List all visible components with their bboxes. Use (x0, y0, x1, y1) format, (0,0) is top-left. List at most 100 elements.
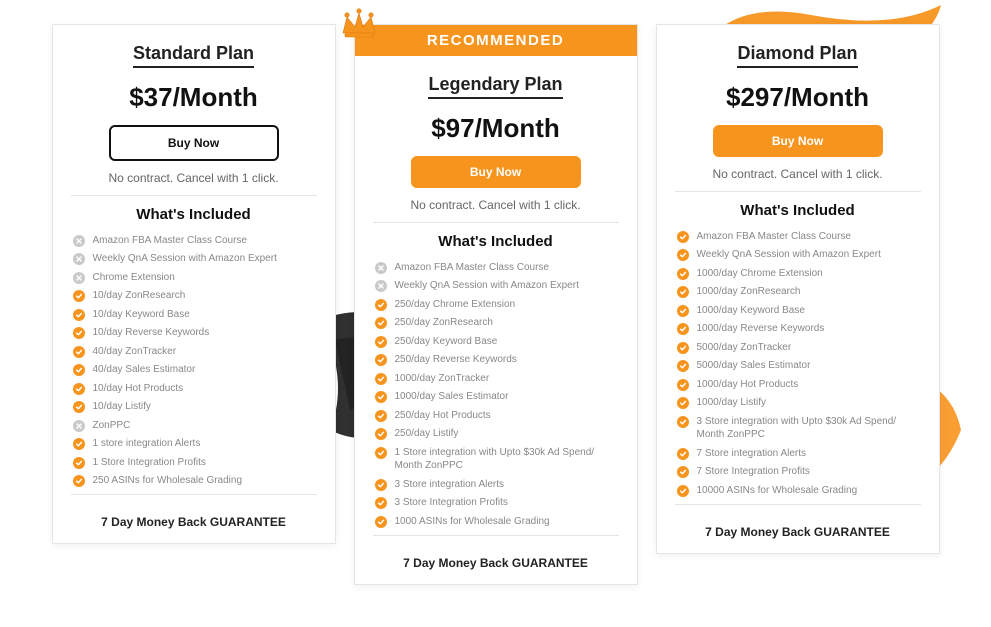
feature-text: 1 Store Integration Profits (93, 456, 206, 470)
divider (71, 494, 317, 495)
check-circle-icon (677, 485, 689, 497)
feature-text: 10/day Reverse Keywords (93, 326, 210, 340)
feature-row: 250/day Hot Products (375, 406, 617, 425)
feature-text: 3 Store integration with Upto $30k Ad Sp… (697, 415, 919, 442)
pricing-card: RECOMMENDEDLegendary Plan$97/MonthBuy No… (354, 24, 638, 585)
plan-price: $297/Month (675, 82, 921, 113)
feature-text: 5000/day Sales Estimator (697, 359, 811, 373)
feature-row: 250/day Listify (375, 425, 617, 444)
crown-icon (337, 3, 381, 47)
plan-title: Diamond Plan (737, 43, 857, 68)
x-circle-icon (375, 280, 387, 292)
feature-text: 10/day Keyword Base (93, 308, 190, 322)
feature-row: 250/day Keyword Base (375, 332, 617, 351)
feature-row: 1 Store Integration Profits (73, 453, 315, 472)
feature-text: 1000/day Listify (697, 396, 767, 410)
check-circle-icon (73, 401, 85, 413)
check-circle-icon (73, 475, 85, 487)
feature-row: 10000 ASINs for Wholesale Grading (677, 481, 919, 500)
check-circle-icon (677, 416, 689, 428)
feature-text: 1000/day ZonResearch (697, 285, 801, 299)
feature-text: 5000/day ZonTracker (697, 341, 792, 355)
feature-text: 7 Store integration Alerts (697, 447, 807, 461)
check-circle-icon (677, 397, 689, 409)
feature-row: 1000/day ZonResearch (677, 283, 919, 302)
included-heading: What's Included (657, 202, 939, 219)
feature-row: 1000/day Keyword Base (677, 301, 919, 320)
feature-text: 250/day Hot Products (395, 409, 491, 423)
divider (675, 191, 921, 192)
guarantee-text: 7 Day Money Back GUARANTEE (657, 515, 939, 539)
check-circle-icon (73, 327, 85, 339)
included-heading: What's Included (53, 206, 335, 223)
feature-row: 7 Store integration Alerts (677, 444, 919, 463)
feature-text: 1000 ASINs for Wholesale Grading (395, 515, 550, 529)
check-circle-icon (73, 364, 85, 376)
feature-row: 7 Store Integration Profits (677, 463, 919, 482)
check-circle-icon (73, 438, 85, 450)
feature-row: 250 ASINs for Wholesale Grading (73, 472, 315, 491)
feature-row: 250/day ZonResearch (375, 314, 617, 333)
feature-text: 1 Store integration with Upto $30k Ad Sp… (395, 446, 617, 473)
feature-row: 10/day Keyword Base (73, 305, 315, 324)
divider (71, 195, 317, 196)
plan-title: Standard Plan (133, 43, 254, 68)
check-circle-icon (677, 323, 689, 335)
check-circle-icon (73, 383, 85, 395)
pricing-card: Standard Plan$37/MonthBuy NowNo contract… (52, 24, 336, 544)
cancel-note: No contract. Cancel with 1 click. (373, 198, 619, 212)
check-circle-icon (375, 373, 387, 385)
feature-row: Amazon FBA Master Class Course (375, 258, 617, 277)
feature-text: ZonPPC (93, 419, 131, 433)
buy-now-button[interactable]: Buy Now (109, 125, 279, 161)
feature-text: 250/day ZonResearch (395, 316, 493, 330)
cancel-note: No contract. Cancel with 1 click. (71, 171, 317, 185)
feature-row: Weekly QnA Session with Amazon Expert (677, 246, 919, 265)
feature-row: Weekly QnA Session with Amazon Expert (375, 277, 617, 296)
cancel-note: No contract. Cancel with 1 click. (675, 167, 921, 181)
x-circle-icon (73, 253, 85, 265)
feature-text: 10/day ZonResearch (93, 289, 186, 303)
feature-text: 1000/day Sales Estimator (395, 390, 509, 404)
buy-now-button[interactable]: Buy Now (713, 125, 883, 157)
check-circle-icon (677, 342, 689, 354)
feature-list: Amazon FBA Master Class CourseWeekly QnA… (53, 231, 335, 490)
check-circle-icon (375, 428, 387, 440)
feature-text: 250/day Listify (395, 427, 459, 441)
feature-text: 250/day Reverse Keywords (395, 353, 517, 367)
x-circle-icon (73, 272, 85, 284)
check-circle-icon (375, 479, 387, 491)
feature-text: Amazon FBA Master Class Course (395, 261, 550, 275)
feature-text: Chrome Extension (93, 271, 175, 285)
feature-text: Amazon FBA Master Class Course (93, 234, 248, 248)
check-circle-icon (677, 268, 689, 280)
feature-text: 1000/day Reverse Keywords (697, 322, 825, 336)
check-circle-icon (677, 448, 689, 460)
feature-row: 250/day Reverse Keywords (375, 351, 617, 370)
feature-row: 40/day ZonTracker (73, 342, 315, 361)
feature-row: 10/day Listify (73, 398, 315, 417)
feature-text: 10/day Hot Products (93, 382, 184, 396)
feature-text: 7 Store Integration Profits (697, 465, 810, 479)
feature-row: 1000/day Hot Products (677, 375, 919, 394)
check-circle-icon (677, 466, 689, 478)
feature-row: 1 store integration Alerts (73, 435, 315, 454)
feature-text: 40/day ZonTracker (93, 345, 177, 359)
feature-row: 1000/day ZonTracker (375, 369, 617, 388)
feature-text: Weekly QnA Session with Amazon Expert (395, 279, 579, 293)
feature-text: Amazon FBA Master Class Course (697, 230, 852, 244)
feature-text: 3 Store Integration Profits (395, 496, 508, 510)
check-circle-icon (375, 516, 387, 528)
check-circle-icon (375, 410, 387, 422)
buy-now-button[interactable]: Buy Now (411, 156, 581, 188)
feature-row: 1000/day Listify (677, 394, 919, 413)
check-circle-icon (375, 336, 387, 348)
feature-row: 1000/day Reverse Keywords (677, 320, 919, 339)
feature-text: 1000/day Hot Products (697, 378, 799, 392)
feature-row: 3 Store Integration Profits (375, 494, 617, 513)
feature-row: 3 Store integration with Upto $30k Ad Sp… (677, 412, 919, 444)
feature-text: 1 store integration Alerts (93, 437, 201, 451)
feature-text: 40/day Sales Estimator (93, 363, 196, 377)
feature-text: 3 Store integration Alerts (395, 478, 505, 492)
feature-row: 1000/day Chrome Extension (677, 264, 919, 283)
